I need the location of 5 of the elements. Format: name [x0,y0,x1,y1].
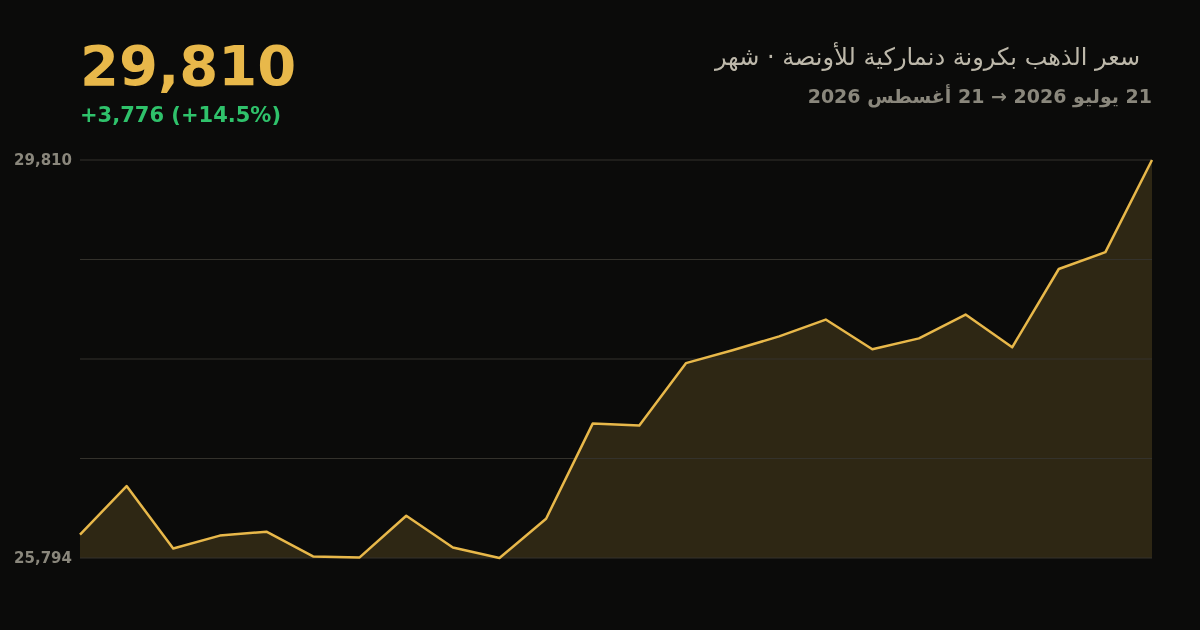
chart-subtitle: 21 يوليو 2026 → 21 أغسطس 2026 [807,84,1152,108]
text: +3,776 (+14.5%) [80,103,281,127]
text: 29,810 [80,33,297,98]
chart-title: سعر الذهب بكرونة دنماركية للأونصة · شهر [713,42,1140,71]
y-tick-label: 25,794 [14,549,72,567]
